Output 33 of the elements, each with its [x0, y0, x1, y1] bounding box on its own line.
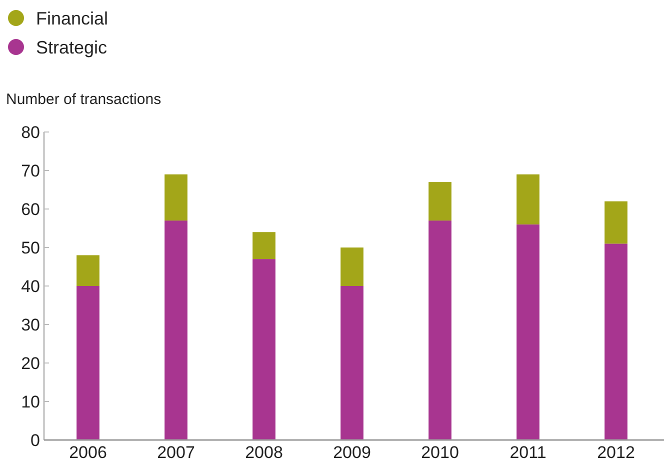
x-tick-label: 2006 [69, 443, 107, 462]
y-tick-label: 20 [21, 354, 40, 373]
bar [164, 174, 188, 221]
x-tick-label: 2008 [245, 443, 283, 462]
bar [340, 286, 364, 440]
y-tick-label: 50 [21, 238, 40, 258]
bar [428, 220, 452, 440]
x-tick-label: 2010 [421, 443, 459, 462]
y-tick-label: 80 [21, 122, 40, 142]
y-tick-label: 60 [21, 200, 40, 219]
y-tick-label: 0 [30, 430, 40, 450]
bar [428, 182, 452, 221]
legend-label: Strategic [36, 37, 108, 58]
y-tick-label: 10 [21, 392, 40, 412]
y-tick-label: 70 [21, 161, 40, 180]
x-tick-label: 2007 [157, 443, 195, 462]
bar [252, 232, 276, 260]
y-axis-title: Number of transactions [6, 91, 162, 108]
legend-label: Financial [36, 8, 108, 28]
x-tick-label: 2011 [510, 443, 546, 462]
x-tick-label: 2009 [333, 443, 371, 462]
bar [604, 201, 628, 244]
bar [252, 259, 276, 440]
bar [516, 224, 540, 440]
x-tick-label: 2012 [597, 443, 635, 462]
bar [164, 220, 188, 440]
bar [516, 174, 540, 224]
bar [604, 244, 628, 440]
y-tick-label: 40 [21, 276, 40, 296]
bar [76, 286, 100, 440]
bar [76, 255, 100, 286]
y-tick-label: 30 [21, 315, 40, 334]
bar [340, 248, 364, 286]
